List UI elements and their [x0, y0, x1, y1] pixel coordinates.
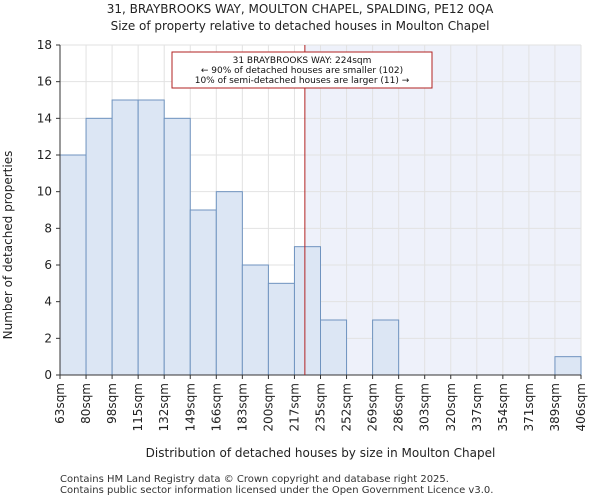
histogram-bar: [59, 154, 87, 376]
histogram-bar: [111, 99, 139, 376]
highlight-region: [304, 45, 581, 375]
y-tick-label: 2: [44, 331, 52, 345]
y-tick-label: 0: [44, 368, 52, 382]
x-tick-label: 63sqm: [53, 383, 67, 424]
x-tick-label: 286sqm: [392, 383, 406, 431]
x-tick-label: 354sqm: [496, 383, 510, 431]
x-tick-label: 115sqm: [131, 383, 145, 431]
histogram-bar: [163, 117, 191, 376]
histogram-bar: [267, 282, 295, 376]
y-tick-label: 6: [44, 258, 52, 272]
x-tick-label: 406sqm: [574, 383, 588, 431]
histogram-bar: [189, 209, 217, 376]
x-tick-label: 80sqm: [79, 383, 93, 424]
x-tick-label: 389sqm: [548, 383, 562, 431]
x-tick-label: 132sqm: [157, 383, 171, 431]
x-tick-label: 217sqm: [287, 383, 301, 431]
y-tick-label: 18: [37, 38, 52, 52]
y-tick-label: 8: [44, 221, 52, 235]
x-tick-label: 183sqm: [235, 383, 249, 431]
x-tick-label: 320sqm: [444, 383, 458, 431]
x-tick-label: 269sqm: [366, 383, 380, 431]
footer-line2: Contains public sector information licen…: [60, 485, 494, 496]
histogram-bar: [554, 356, 582, 376]
x-tick-label: 166sqm: [209, 383, 223, 431]
histogram-bar: [241, 264, 269, 376]
x-tick-label: 149sqm: [183, 383, 197, 431]
chart-title-line2: Size of property relative to detached ho…: [110, 19, 490, 33]
chart-title-line1: 31, BRAYBROOKS WAY, MOULTON CHAPEL, SPAL…: [106, 2, 494, 16]
annotation-box: [171, 51, 433, 89]
histogram-bar: [215, 191, 243, 376]
x-tick-label: 303sqm: [418, 383, 432, 431]
x-tick-label: 337sqm: [470, 383, 484, 431]
x-tick-label: 98sqm: [105, 383, 119, 424]
histogram-bar: [137, 99, 165, 376]
annotation-line-3: 10% of semi-detached houses are larger (…: [195, 76, 410, 86]
x-axis-title: Distribution of detached houses by size …: [146, 446, 496, 460]
histogram-bar: [85, 117, 113, 376]
y-tick-label: 16: [37, 75, 52, 89]
y-axis-title: Number of detached properties: [1, 151, 15, 340]
y-tick-label: 14: [37, 111, 52, 125]
y-tick-label: 12: [37, 148, 52, 162]
x-tick-label: 252sqm: [340, 383, 354, 431]
annotation-line-2: ← 90% of detached houses are smaller (10…: [201, 66, 403, 76]
x-tick-label: 235sqm: [314, 383, 328, 431]
annotation-line-1: 31 BRAYBROOKS WAY: 224sqm: [233, 56, 372, 66]
y-tick-label: 10: [37, 185, 52, 199]
histogram-bar: [372, 319, 400, 376]
histogram-bar: [293, 246, 322, 376]
x-tick-label: 371sqm: [522, 383, 536, 431]
footer-line1: Contains HM Land Registry data © Crown c…: [60, 474, 449, 485]
x-tick-label: 200sqm: [261, 383, 275, 431]
histogram-bar: [320, 319, 348, 376]
y-tick-label: 4: [44, 295, 52, 309]
